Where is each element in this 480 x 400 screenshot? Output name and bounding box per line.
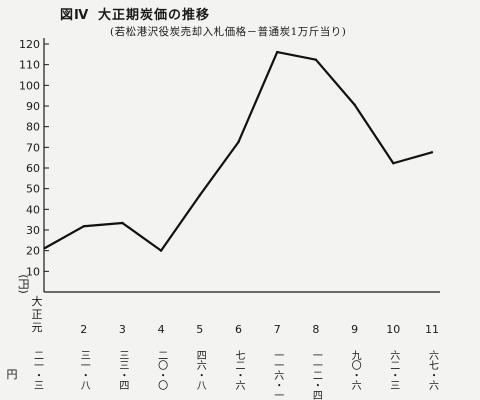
figure-label: 図Ⅳ (60, 8, 90, 23)
price-label: 三一・八 (78, 350, 90, 390)
price-label: 六七・六 (427, 350, 439, 390)
y-tick-label: 120 (19, 38, 40, 51)
x-tick-label: 11 (425, 323, 439, 336)
y-tick-label: 90 (26, 100, 40, 113)
y-tick-label: 110 (19, 59, 40, 72)
x-era-label-char: 大 (32, 294, 43, 308)
x-era-label-char: 元 (32, 321, 43, 334)
x-tick-label: 5 (196, 323, 203, 336)
y-tick-label: 20 (26, 245, 40, 258)
data-point (198, 194, 201, 197)
chart-title: 大正期炭価の推移 (98, 8, 211, 23)
x-tick-label: 10 (386, 323, 400, 336)
price-label: 一一二・四 (310, 350, 322, 400)
y-tick-label: 30 (26, 224, 40, 237)
y-tick-label: 100 (19, 79, 40, 92)
data-point (314, 58, 318, 61)
data-point (82, 225, 85, 228)
series-line (44, 50, 433, 252)
price-label: 六二・三 (388, 350, 400, 390)
price-label: 二一・三 (32, 350, 44, 390)
price-label: 九〇・六 (349, 350, 361, 390)
y-tick-label: 50 (26, 183, 40, 196)
price-label: 三三・四 (117, 350, 129, 390)
x-tick-label: 3 (119, 323, 126, 336)
price-label: 二〇・〇 (156, 350, 168, 390)
price-label: 一一六・一 (272, 350, 284, 400)
price-unit-label: 円 (7, 368, 18, 381)
data-point (430, 151, 434, 154)
data-point (276, 50, 279, 54)
y-tick-label: 70 (26, 141, 40, 154)
y-tick-label: 10 (26, 265, 40, 278)
x-tick-label: 2 (80, 323, 87, 336)
y-tick-label: 40 (26, 203, 40, 216)
price-label: 四六・八 (194, 350, 206, 390)
chart-subtitle: (若松港沢役炭売却入札価格－普通炭1万斤当り) (110, 26, 347, 38)
data-point (237, 140, 240, 144)
x-tick-label: 4 (158, 323, 165, 336)
price-label: 七二・六 (233, 350, 245, 390)
x-tick-label: 6 (235, 323, 242, 336)
data-point (159, 249, 163, 252)
x-tick-label: 9 (351, 323, 358, 336)
data-point (392, 162, 395, 165)
y-tick-label: 60 (26, 162, 40, 175)
data-point (121, 221, 124, 225)
y-axis-unit-label: (円) (17, 274, 30, 294)
data-point (353, 103, 356, 106)
x-tick-label: 8 (312, 323, 319, 336)
x-tick-label: 7 (274, 323, 281, 336)
x-era-label-char: 正 (32, 308, 43, 321)
data-point (43, 246, 47, 250)
y-tick-label: 80 (26, 121, 40, 134)
